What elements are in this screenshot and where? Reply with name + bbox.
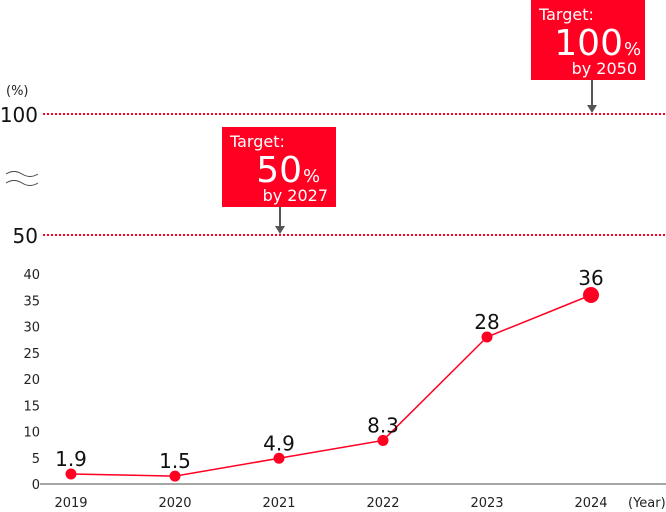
x-tick-label: 2024 bbox=[574, 496, 607, 511]
x-tick-label: 2023 bbox=[470, 496, 503, 511]
y-tick-label: 5 bbox=[32, 452, 40, 467]
target-by: by 2050 bbox=[572, 59, 637, 78]
arrow-down-icon bbox=[587, 105, 597, 113]
y-tick-label: 35 bbox=[23, 294, 40, 309]
axis-break-icon bbox=[5, 171, 39, 186]
y-tick-label: 15 bbox=[23, 399, 40, 414]
y-tick-label: 10 bbox=[23, 426, 40, 441]
target-box bbox=[531, 0, 645, 80]
y-tick-label: 30 bbox=[23, 321, 40, 336]
target-by: by 2027 bbox=[263, 186, 328, 205]
target-title: Target: bbox=[229, 132, 285, 151]
y-tick-label: 20 bbox=[23, 373, 40, 388]
data-point bbox=[377, 434, 389, 446]
series-line bbox=[70, 294, 592, 477]
data-point bbox=[65, 468, 77, 480]
x-tick-label: 2020 bbox=[158, 496, 191, 511]
data-point bbox=[169, 470, 181, 482]
target-box bbox=[222, 127, 336, 207]
y-tick-label: 40 bbox=[23, 268, 40, 283]
y-tick-label: 25 bbox=[23, 347, 40, 362]
data-label: 4.9 bbox=[263, 431, 295, 455]
target-unit: % bbox=[303, 166, 320, 187]
target-value: 50 bbox=[256, 150, 302, 191]
data-label: 28 bbox=[474, 310, 499, 334]
x-unit-label: (Year) bbox=[628, 496, 666, 511]
x-tick-label: 2019 bbox=[54, 496, 87, 511]
target-title: Target: bbox=[538, 5, 594, 24]
y-unit-label: (%) bbox=[6, 84, 29, 99]
y-tick-label: 50 bbox=[13, 224, 38, 248]
target-value: 100 bbox=[554, 23, 623, 64]
arrow-down-icon bbox=[275, 226, 285, 234]
data-label: 1.5 bbox=[159, 449, 191, 473]
data-label: 1.9 bbox=[55, 447, 87, 471]
data-point bbox=[273, 452, 285, 464]
x-tick-label: 2022 bbox=[366, 496, 399, 511]
data-point bbox=[583, 287, 599, 303]
y-tick-label: 100 bbox=[0, 103, 38, 127]
data-point bbox=[481, 331, 493, 343]
x-tick-label: 2021 bbox=[262, 496, 295, 511]
data-label: 36 bbox=[578, 266, 603, 290]
data-label: 8.3 bbox=[367, 413, 399, 437]
y-tick-label: 0 bbox=[32, 478, 40, 493]
target-unit: % bbox=[624, 39, 641, 60]
